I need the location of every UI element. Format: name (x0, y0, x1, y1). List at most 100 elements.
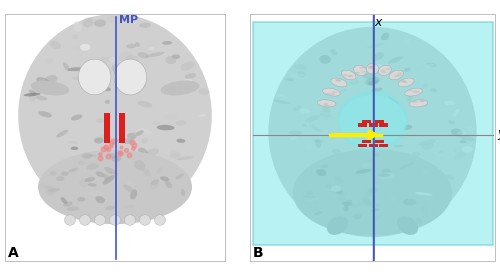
Ellipse shape (84, 177, 96, 182)
Ellipse shape (128, 83, 136, 87)
Ellipse shape (307, 189, 316, 195)
Point (96, 156, 104, 160)
Ellipse shape (60, 197, 68, 204)
Ellipse shape (355, 72, 360, 74)
Ellipse shape (126, 44, 136, 48)
Bar (5, 14, 225, 261)
Ellipse shape (54, 185, 61, 192)
Ellipse shape (120, 190, 130, 196)
Ellipse shape (432, 197, 444, 204)
Ellipse shape (348, 75, 352, 77)
Ellipse shape (78, 59, 111, 95)
Ellipse shape (380, 64, 386, 67)
Ellipse shape (338, 198, 345, 201)
Ellipse shape (154, 215, 166, 225)
Ellipse shape (170, 154, 181, 158)
Ellipse shape (422, 83, 428, 88)
Ellipse shape (126, 180, 136, 186)
Ellipse shape (132, 177, 141, 184)
Ellipse shape (336, 190, 344, 194)
Ellipse shape (94, 137, 104, 144)
Ellipse shape (400, 80, 405, 82)
Ellipse shape (368, 67, 373, 69)
Ellipse shape (77, 197, 86, 202)
Ellipse shape (319, 197, 336, 202)
Ellipse shape (289, 130, 302, 135)
Ellipse shape (96, 171, 105, 177)
Point (100, 145, 108, 149)
Ellipse shape (351, 218, 364, 224)
Ellipse shape (364, 146, 372, 149)
Ellipse shape (112, 156, 121, 162)
Ellipse shape (403, 81, 408, 83)
Ellipse shape (317, 183, 328, 187)
Point (107, 144, 115, 148)
Ellipse shape (134, 82, 146, 90)
Ellipse shape (136, 129, 152, 134)
Ellipse shape (362, 226, 370, 234)
Ellipse shape (71, 114, 83, 120)
Ellipse shape (454, 152, 466, 160)
Ellipse shape (135, 161, 141, 166)
Ellipse shape (404, 190, 412, 196)
Bar (104, 113, 110, 143)
Ellipse shape (380, 70, 385, 72)
Ellipse shape (188, 88, 196, 92)
Ellipse shape (48, 188, 60, 192)
Ellipse shape (162, 41, 172, 45)
Ellipse shape (68, 67, 84, 71)
Ellipse shape (343, 74, 348, 76)
Ellipse shape (436, 191, 449, 197)
Bar (119, 113, 125, 143)
Ellipse shape (412, 101, 417, 103)
Ellipse shape (72, 76, 88, 80)
Ellipse shape (331, 78, 347, 87)
Ellipse shape (360, 201, 376, 206)
Bar (252, 22, 492, 245)
Ellipse shape (361, 213, 369, 216)
Ellipse shape (306, 198, 318, 203)
Ellipse shape (454, 146, 467, 155)
Ellipse shape (315, 139, 322, 148)
Ellipse shape (388, 97, 399, 104)
Ellipse shape (360, 184, 368, 192)
Ellipse shape (381, 33, 389, 40)
Ellipse shape (300, 175, 307, 179)
Ellipse shape (356, 169, 372, 174)
Ellipse shape (130, 153, 143, 158)
Ellipse shape (50, 171, 56, 175)
Ellipse shape (332, 91, 337, 93)
Ellipse shape (426, 63, 436, 67)
Ellipse shape (105, 100, 110, 104)
Ellipse shape (38, 150, 192, 224)
Ellipse shape (18, 14, 212, 217)
Ellipse shape (165, 181, 172, 188)
Point (109, 139, 117, 144)
Text: x: x (374, 16, 382, 29)
Ellipse shape (448, 120, 455, 124)
Ellipse shape (147, 42, 155, 46)
Ellipse shape (68, 141, 78, 144)
Ellipse shape (297, 71, 306, 78)
Point (130, 143, 138, 147)
Ellipse shape (361, 71, 366, 73)
Ellipse shape (393, 214, 402, 222)
Ellipse shape (340, 193, 350, 199)
Ellipse shape (127, 133, 136, 139)
Ellipse shape (315, 211, 322, 215)
Ellipse shape (100, 135, 110, 139)
Ellipse shape (356, 182, 368, 190)
Ellipse shape (342, 202, 353, 206)
Ellipse shape (335, 177, 344, 183)
Ellipse shape (181, 189, 185, 196)
Ellipse shape (305, 115, 320, 122)
Ellipse shape (402, 142, 410, 148)
Ellipse shape (396, 225, 405, 229)
Ellipse shape (112, 64, 124, 74)
Ellipse shape (63, 202, 72, 207)
Point (126, 153, 134, 157)
Ellipse shape (136, 130, 144, 136)
Bar (358, 144, 366, 147)
Ellipse shape (180, 62, 194, 71)
Ellipse shape (290, 136, 297, 140)
